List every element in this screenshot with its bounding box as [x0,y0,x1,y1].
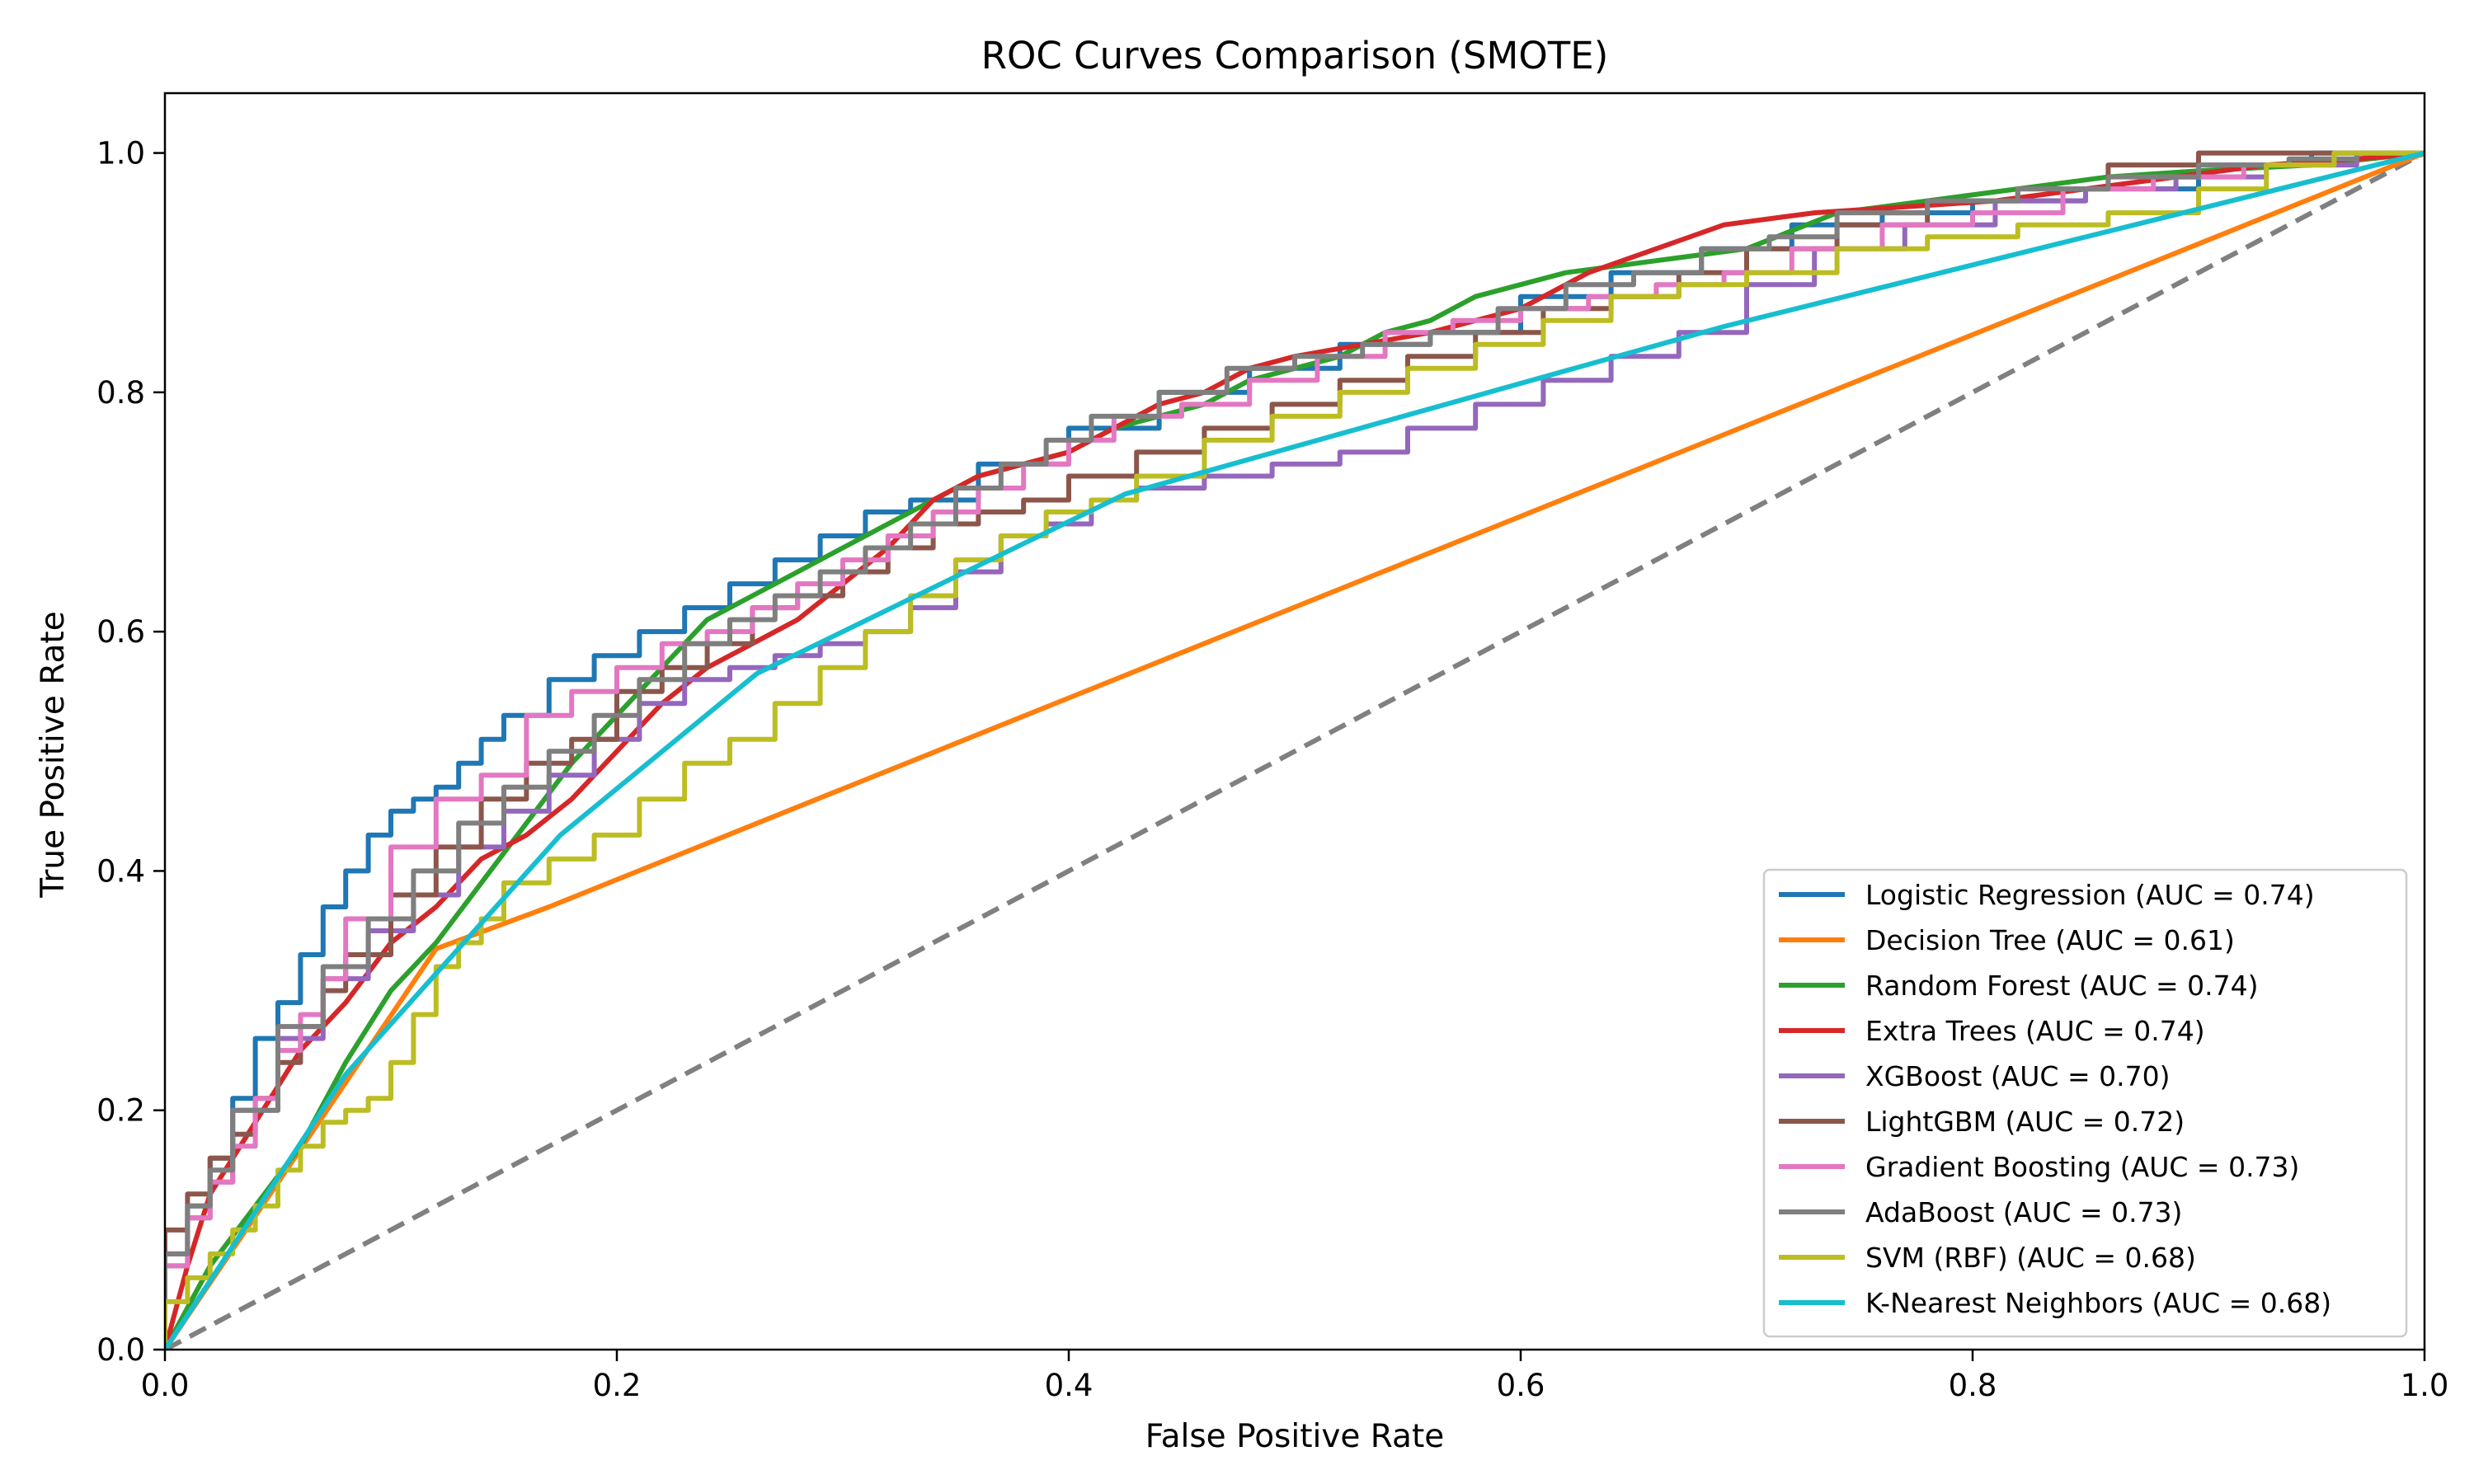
legend-label: Logistic Regression (AUC = 0.74) [1865,879,2315,911]
roc-curve-7 [165,150,2425,1350]
y-tick-label: 0.2 [96,1093,145,1129]
x-tick-label: 0.4 [1045,1368,1094,1403]
legend-label: Decision Tree (AUC = 0.61) [1865,924,2235,956]
chart-title: ROC Curves Comparison (SMOTE) [981,34,1609,77]
legend-box [1762,868,2408,1338]
y-tick-label: 0.6 [96,614,145,650]
legend-label: AdaBoost (AUC = 0.73) [1865,1196,2182,1228]
y-tick-label: 0.8 [96,375,145,411]
x-tick-label: 0.2 [593,1368,642,1403]
x-axis-label: False Positive Rate [1145,1418,1444,1455]
legend-label: SVM (RBF) (AUC = 0.68) [1865,1242,2196,1274]
y-tick-label: 0.0 [96,1332,145,1368]
legend-label: XGBoost (AUC = 0.70) [1865,1060,2170,1092]
legend: Logistic Regression (AUC = 0.74) Decision… [1762,868,2408,1338]
y-tick-label: 1.0 [96,136,145,171]
roc-curve-9 [165,150,2425,1350]
x-tick-label: 1.0 [2401,1368,2449,1403]
roc-curve-8 [165,150,2425,1350]
x-tick-label: 0.8 [1949,1368,1997,1403]
legend-label: Extra Trees (AUC = 0.74) [1865,1015,2205,1047]
plot-area [163,92,2426,1351]
axes-frame [163,92,2426,1351]
x-tick-label: 0.0 [141,1368,190,1403]
chance-baseline [165,150,2425,1350]
legend-label: Random Forest (AUC = 0.74) [1865,970,2259,1002]
legend-label: LightGBM (AUC = 0.72) [1865,1106,2185,1138]
axis-ticks: 0.0 0.2 0.4 0.6 0.8 1.0 0.0 0.2 0.4 0.6 0.8 1.0 [96,136,2448,1403]
roc-curve-3 [165,150,2425,1350]
legend-label: Gradient Boosting (AUC = 0.73) [1865,1151,2299,1183]
roc-curve-4 [165,150,2425,1350]
x-tick-label: 0.6 [1497,1368,1545,1403]
y-axis-label: True Positive Rate [35,611,72,898]
y-tick-label: 0.4 [96,853,145,889]
legend-label: K-Nearest Neighbors (AUC = 0.68) [1865,1287,2331,1319]
